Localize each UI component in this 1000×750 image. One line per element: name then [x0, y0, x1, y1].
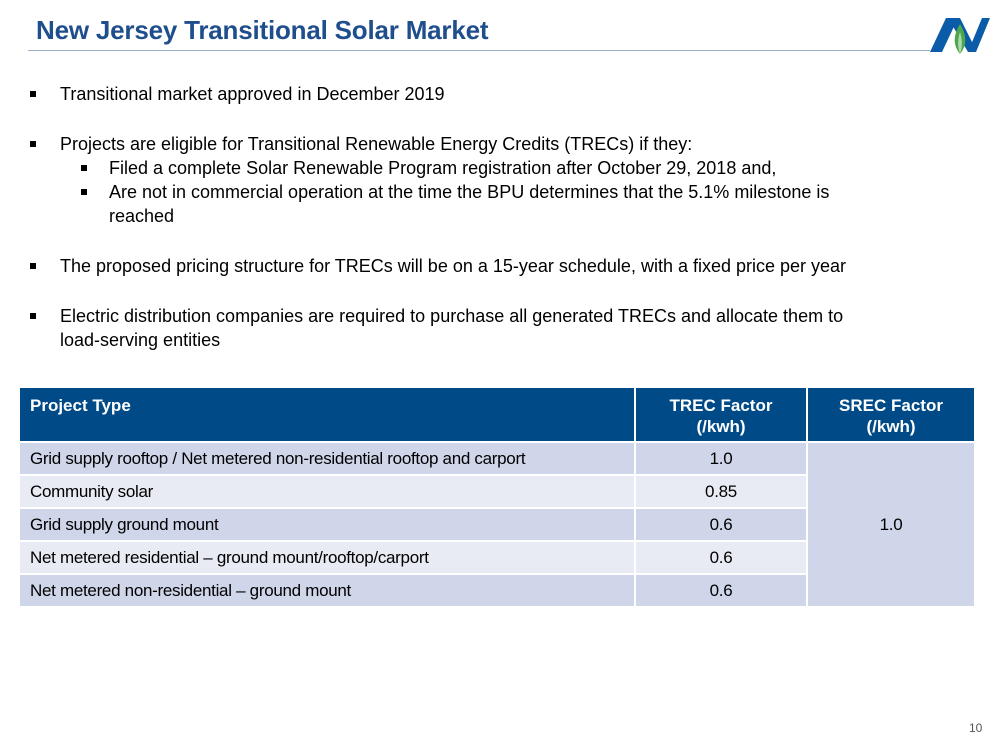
header-srec-factor: SREC Factor (/kwh): [806, 386, 976, 443]
trec-factor-cell: 0.6: [634, 507, 808, 542]
sub-bullet-text: Are not in commercial operation at the t…: [109, 182, 830, 202]
page-number: 10: [969, 721, 983, 735]
trec-factor-cell: 0.6: [634, 540, 808, 575]
bullet-text: Transitional market approved in December…: [60, 84, 445, 104]
bullet-square-icon: [30, 141, 36, 147]
bullet-text: Electric distribution companies are requ…: [60, 306, 844, 326]
table-row: Grid supply ground mount 0.6: [18, 507, 975, 542]
project-type-cell: Grid supply ground mount: [18, 507, 636, 542]
project-type-cell: Net metered non-residential – ground mou…: [18, 573, 636, 608]
bullet-item: Electric distribution companies are requ…: [30, 304, 980, 352]
bullet-list: Transitional market approved in December…: [30, 82, 980, 352]
sub-bullet-text-continued: reached: [109, 206, 175, 226]
sub-bullet-list: Filed a complete Solar Renewable Program…: [30, 156, 980, 228]
bullet-square-icon: [81, 165, 87, 171]
header-trec-factor-unit: (/kwh): [696, 417, 746, 436]
bullet-text: Projects are eligible for Transitional R…: [60, 134, 693, 154]
sub-bullet-text: Filed a complete Solar Renewable Program…: [109, 158, 777, 178]
company-logo-icon: [930, 18, 990, 54]
header-project-type: Project Type: [18, 386, 636, 443]
header-srec-factor-line1: SREC Factor: [839, 396, 943, 415]
bullet-square-icon: [81, 189, 87, 195]
table-header-row: Project Type TREC Factor (/kwh) SREC Fac…: [18, 386, 976, 443]
header-trec-factor-line1: TREC Factor: [669, 396, 773, 415]
table-row: Net metered non-residential – ground mou…: [18, 573, 975, 608]
header-srec-factor-unit: (/kwh): [866, 417, 916, 436]
bullet-text: The proposed pricing structure for TRECs…: [60, 256, 847, 276]
bullet-square-icon: [30, 91, 36, 97]
trec-factor-table: Project Type TREC Factor (/kwh) SREC Fac…: [18, 386, 976, 608]
sub-bullet-item: Filed a complete Solar Renewable Program…: [30, 156, 980, 180]
title-divider: [28, 50, 930, 51]
trec-factor-cell: 0.6: [634, 573, 808, 608]
trec-factor-cell: 1.0: [634, 441, 808, 476]
header-trec-factor: TREC Factor (/kwh): [634, 386, 808, 443]
srec-factor-cell: 1.0: [806, 441, 976, 608]
slide-title: New Jersey Transitional Solar Market: [36, 15, 489, 45]
table-row: Net metered residential – ground mount/r…: [18, 540, 975, 575]
trec-factor-cell: 0.85: [634, 474, 808, 509]
table-row: Grid supply rooftop / Net metered non-re…: [18, 441, 976, 608]
bullet-square-icon: [30, 263, 36, 269]
project-type-cell: Grid supply rooftop / Net metered non-re…: [18, 441, 636, 476]
project-type-cell: Net metered residential – ground mount/r…: [18, 540, 636, 575]
bullet-square-icon: [30, 313, 36, 319]
project-type-cell: Community solar: [18, 474, 636, 509]
bullet-item: The proposed pricing structure for TRECs…: [30, 254, 980, 278]
sub-bullet-item: Are not in commercial operation at the t…: [30, 180, 980, 228]
bullet-item: Transitional market approved in December…: [30, 82, 980, 106]
bullet-item: Projects are eligible for Transitional R…: [30, 132, 980, 156]
table-row: Community solar 0.85: [18, 474, 975, 509]
bullet-text-continued: load-serving entities: [60, 330, 221, 350]
